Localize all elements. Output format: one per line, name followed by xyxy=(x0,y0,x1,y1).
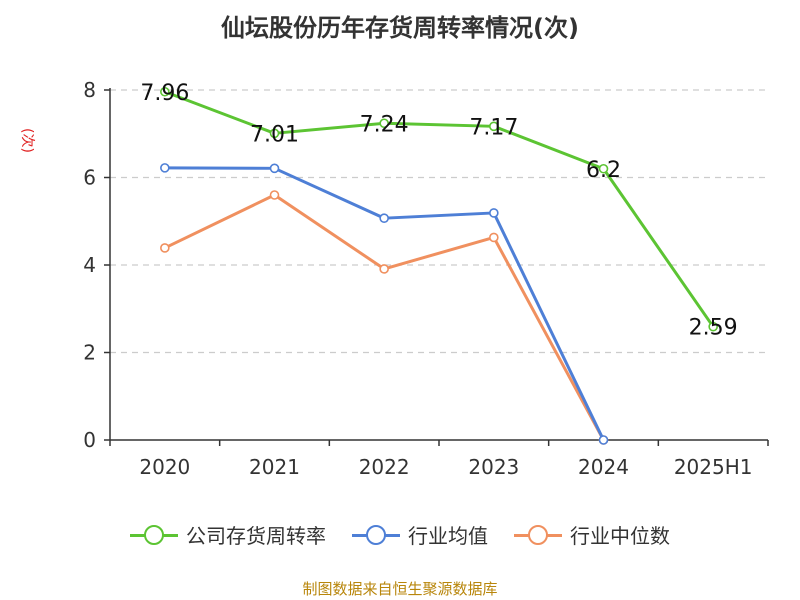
x-tick-label: 2023 xyxy=(468,455,519,479)
y-tick-label: 0 xyxy=(83,428,96,452)
data-point xyxy=(489,121,499,132)
data-label: 7.24 xyxy=(360,112,409,137)
source-note: 制图数据来自恒生聚源数据库 xyxy=(302,580,498,598)
legend-marker xyxy=(130,524,178,546)
x-tick-label: 2022 xyxy=(359,455,410,479)
data-label: 2.59 xyxy=(689,316,738,341)
line-chart: 0 2 4 6 8 2020 2021 2022 2023 2024 2025H1 7.96 7.01 7… xyxy=(83,78,769,479)
x-tick-label: 2021 xyxy=(249,455,300,479)
y-tick-label: 8 xyxy=(83,78,96,102)
data-point xyxy=(269,190,280,200)
data-point xyxy=(269,163,280,174)
x-tick-label: 2025H1 xyxy=(674,455,753,479)
data-point xyxy=(708,321,718,332)
data-point xyxy=(598,163,609,174)
data-point xyxy=(379,118,389,129)
data-point xyxy=(160,163,170,173)
legend-item: 公司存货周转率 xyxy=(130,520,326,549)
data-point xyxy=(379,213,389,223)
data-point xyxy=(489,232,499,243)
chart-title: 仙坛股份历年存货周转率情况(次) xyxy=(221,14,579,42)
series-line xyxy=(164,193,605,441)
series-line xyxy=(164,166,605,441)
data-point xyxy=(489,208,499,218)
legend: 公司存货周转率 行业均值 行业中位数 xyxy=(0,520,800,549)
y-tick-label: 6 xyxy=(83,166,96,190)
data-point xyxy=(379,264,389,274)
legend-marker xyxy=(514,524,562,546)
legend-label: 公司存货周转率 xyxy=(186,524,326,548)
data-label: 7.01 xyxy=(250,122,299,147)
data-point xyxy=(160,243,170,253)
data-label: 6.2 xyxy=(586,158,621,183)
x-tick-label: 2024 xyxy=(578,455,629,479)
legend-label: 行业中位数 xyxy=(570,524,670,548)
data-point xyxy=(160,86,170,97)
y-tick-label: 2 xyxy=(83,341,96,365)
data-label: 7.96 xyxy=(140,81,189,106)
y-tick-label: 4 xyxy=(83,253,96,277)
legend-label: 行业均值 xyxy=(408,524,488,548)
data-point xyxy=(598,435,609,445)
data-label: 7.17 xyxy=(469,115,518,140)
legend-item: 行业中位数 xyxy=(514,520,670,549)
legend-marker xyxy=(352,524,400,546)
legend-item: 行业均值 xyxy=(352,520,488,549)
data-point xyxy=(269,128,280,139)
x-tick-label: 2020 xyxy=(139,455,190,479)
series-line xyxy=(164,90,715,328)
